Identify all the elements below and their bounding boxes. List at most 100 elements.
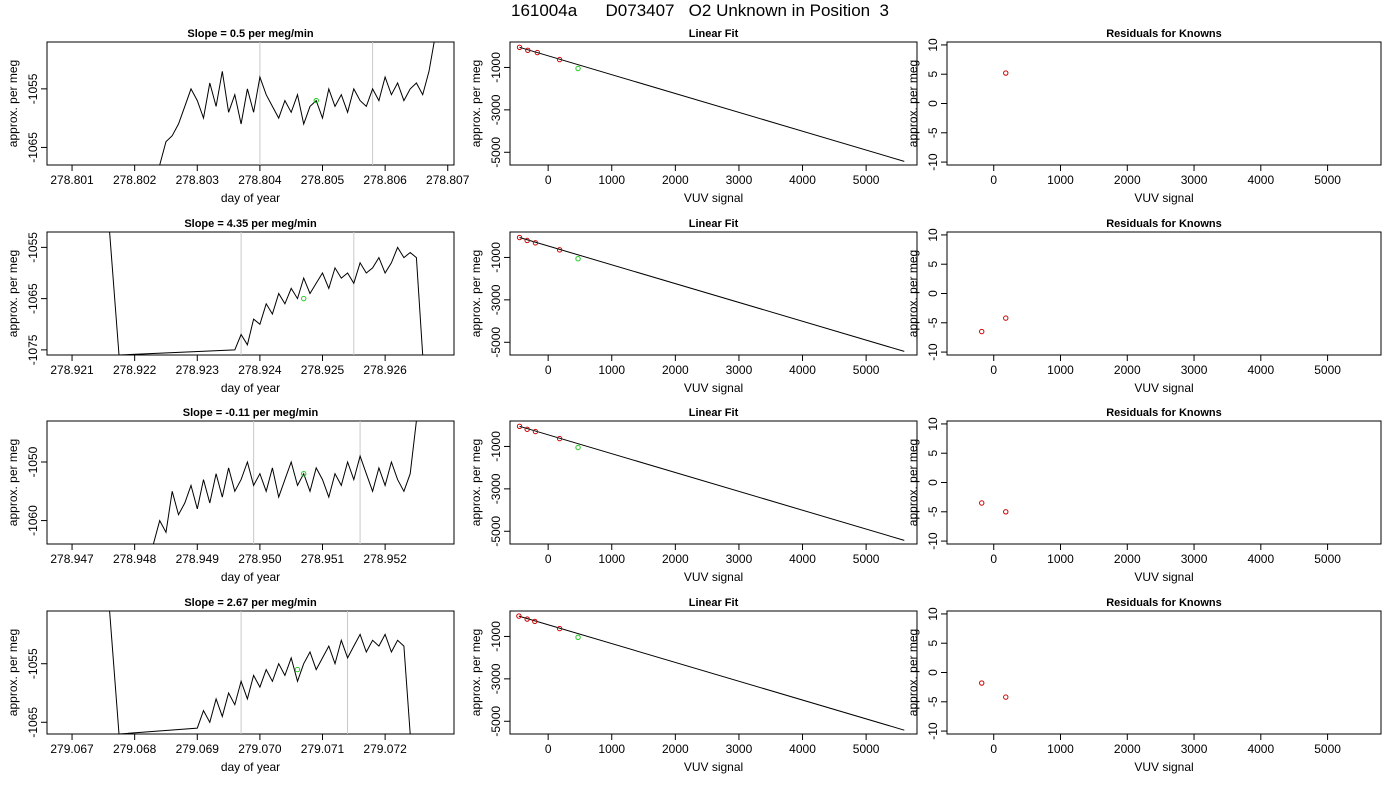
plot-title: Slope = -0.11 per meg/min bbox=[183, 407, 319, 419]
x-tick-label: 5000 bbox=[1314, 363, 1341, 377]
y-tick-label: -1065 bbox=[26, 132, 40, 163]
plot-panel: Linear Fit VUV signal approx. per meg 0 1000… bbox=[469, 407, 918, 584]
x-tick-label: 3000 bbox=[1181, 742, 1208, 756]
y-tick-label: -5000 bbox=[489, 327, 503, 358]
known-point bbox=[516, 423, 523, 430]
x-tick-label: 278.924 bbox=[238, 363, 282, 377]
x-tick-label: 278.922 bbox=[113, 363, 157, 377]
x-axis-label: day of year bbox=[221, 381, 280, 395]
x-tick-label: 1000 bbox=[598, 173, 625, 187]
plot-panel: Slope = 4.35 per meg/min day of year appro… bbox=[6, 218, 455, 395]
x-tick-label: 0 bbox=[545, 552, 552, 566]
known-point bbox=[516, 234, 523, 241]
y-tick-label: -1000 bbox=[489, 621, 503, 652]
y-tick-label: 10 bbox=[926, 228, 940, 242]
y-axis-label: approx. per meg bbox=[6, 439, 20, 526]
plot-title: Linear Fit bbox=[689, 597, 739, 609]
x-tick-label: 4000 bbox=[789, 552, 816, 566]
plot-title: Slope = 0.5 per meg/min bbox=[187, 28, 314, 40]
known-point bbox=[516, 44, 523, 51]
page-title: 161004a D073407 O2 Unknown in Position 3 bbox=[510, 1, 890, 20]
known-point bbox=[556, 435, 563, 442]
y-tick-label: -5 bbox=[926, 506, 940, 517]
unknown-mean-point bbox=[301, 471, 307, 477]
x-tick-label: 278.948 bbox=[113, 552, 157, 566]
unknown-mean-point bbox=[301, 295, 307, 302]
x-tick-label: 278.803 bbox=[176, 173, 220, 187]
plot-title: Residuals for Knowns bbox=[1106, 597, 1222, 609]
unknown-point bbox=[575, 634, 581, 640]
unknown-mean-point bbox=[294, 666, 301, 673]
signal-trace bbox=[152, 421, 417, 544]
x-tick-label: 1000 bbox=[1047, 742, 1074, 756]
x-tick-label: 278.951 bbox=[301, 552, 345, 566]
x-tick-label: 278.806 bbox=[363, 173, 407, 187]
x-tick-label: 279.069 bbox=[176, 742, 220, 756]
y-tick-label: -5 bbox=[926, 127, 940, 138]
x-tick-label: 2000 bbox=[662, 552, 689, 566]
known-point bbox=[524, 426, 530, 432]
plot-frame bbox=[946, 41, 1382, 166]
y-tick-label: -1065 bbox=[26, 707, 40, 738]
known-point bbox=[532, 618, 538, 625]
plot-panel: Residuals for Knowns VUV signal approx. pe… bbox=[906, 407, 1382, 584]
x-tick-label: 0 bbox=[990, 742, 997, 756]
plot-panel: Linear Fit VUV signal approx. per meg 0 1000… bbox=[469, 28, 918, 205]
x-tick-label: 5000 bbox=[853, 552, 880, 566]
x-tick-label: 1000 bbox=[598, 552, 625, 566]
x-tick-label: 278.926 bbox=[363, 363, 407, 377]
x-tick-label: 279.072 bbox=[363, 742, 407, 756]
y-tick-label: -1000 bbox=[489, 431, 503, 462]
x-axis-label: VUV signal bbox=[1134, 570, 1193, 584]
x-tick-label: 3000 bbox=[1181, 552, 1208, 566]
x-tick-label: 278.807 bbox=[426, 173, 470, 187]
x-tick-label: 5000 bbox=[1314, 742, 1341, 756]
plot-title: Linear Fit bbox=[689, 218, 739, 230]
y-tick-label: 10 bbox=[926, 417, 940, 431]
x-tick-label: 4000 bbox=[789, 363, 816, 377]
x-tick-label: 3000 bbox=[726, 363, 753, 377]
y-tick-label: -5000 bbox=[489, 137, 503, 168]
y-tick-label: 5 bbox=[926, 71, 940, 78]
x-tick-label: 278.805 bbox=[301, 173, 345, 187]
y-axis-label: approx. per meg bbox=[469, 439, 483, 526]
unknown-point bbox=[575, 256, 581, 262]
plot-panel: Slope = -0.11 per meg/min day of year appr… bbox=[6, 407, 455, 584]
y-tick-label: -1000 bbox=[489, 242, 503, 273]
y-tick-label: -3000 bbox=[489, 473, 503, 504]
x-tick-label: 5000 bbox=[853, 363, 880, 377]
x-axis-label: day of year bbox=[221, 760, 280, 774]
known-point bbox=[556, 247, 563, 253]
plot-title: Linear Fit bbox=[689, 407, 739, 419]
plot-title: Slope = 4.35 per meg/min bbox=[184, 218, 317, 230]
y-tick-label: -1050 bbox=[26, 446, 40, 477]
x-tick-label: 2000 bbox=[1114, 173, 1141, 187]
known-point bbox=[532, 240, 539, 246]
known-point bbox=[524, 616, 530, 622]
x-tick-label: 3000 bbox=[726, 742, 753, 756]
y-tick-label: 0 bbox=[926, 669, 940, 676]
x-tick-label: 278.925 bbox=[301, 363, 345, 377]
x-axis-label: VUV signal bbox=[1134, 381, 1193, 395]
plot-panel: Linear Fit VUV signal approx. per meg 0 1000… bbox=[469, 597, 918, 774]
y-axis-label: approx. per meg bbox=[906, 439, 920, 526]
y-axis-label: approx. per meg bbox=[6, 629, 20, 716]
x-tick-label: 2000 bbox=[662, 742, 689, 756]
plot-frame bbox=[509, 41, 918, 166]
x-tick-label: 3000 bbox=[726, 173, 753, 187]
x-tick-label: 2000 bbox=[1114, 742, 1141, 756]
signal-trace bbox=[109, 232, 424, 355]
plot-title: Linear Fit bbox=[689, 28, 739, 40]
x-tick-label: 4000 bbox=[1247, 363, 1274, 377]
plot-panel: Slope = 2.67 per meg/min day of year appro… bbox=[6, 597, 455, 774]
residual-point bbox=[979, 680, 985, 686]
known-point bbox=[516, 613, 522, 619]
y-tick-label: -1075 bbox=[26, 334, 40, 365]
x-tick-label: 0 bbox=[990, 552, 997, 566]
y-tick-label: -3000 bbox=[489, 94, 503, 125]
residual-point bbox=[979, 500, 985, 506]
y-tick-label: -1055 bbox=[26, 232, 40, 263]
x-tick-label: 4000 bbox=[1247, 552, 1274, 566]
known-point bbox=[534, 49, 541, 56]
y-tick-label: -5000 bbox=[489, 516, 503, 547]
